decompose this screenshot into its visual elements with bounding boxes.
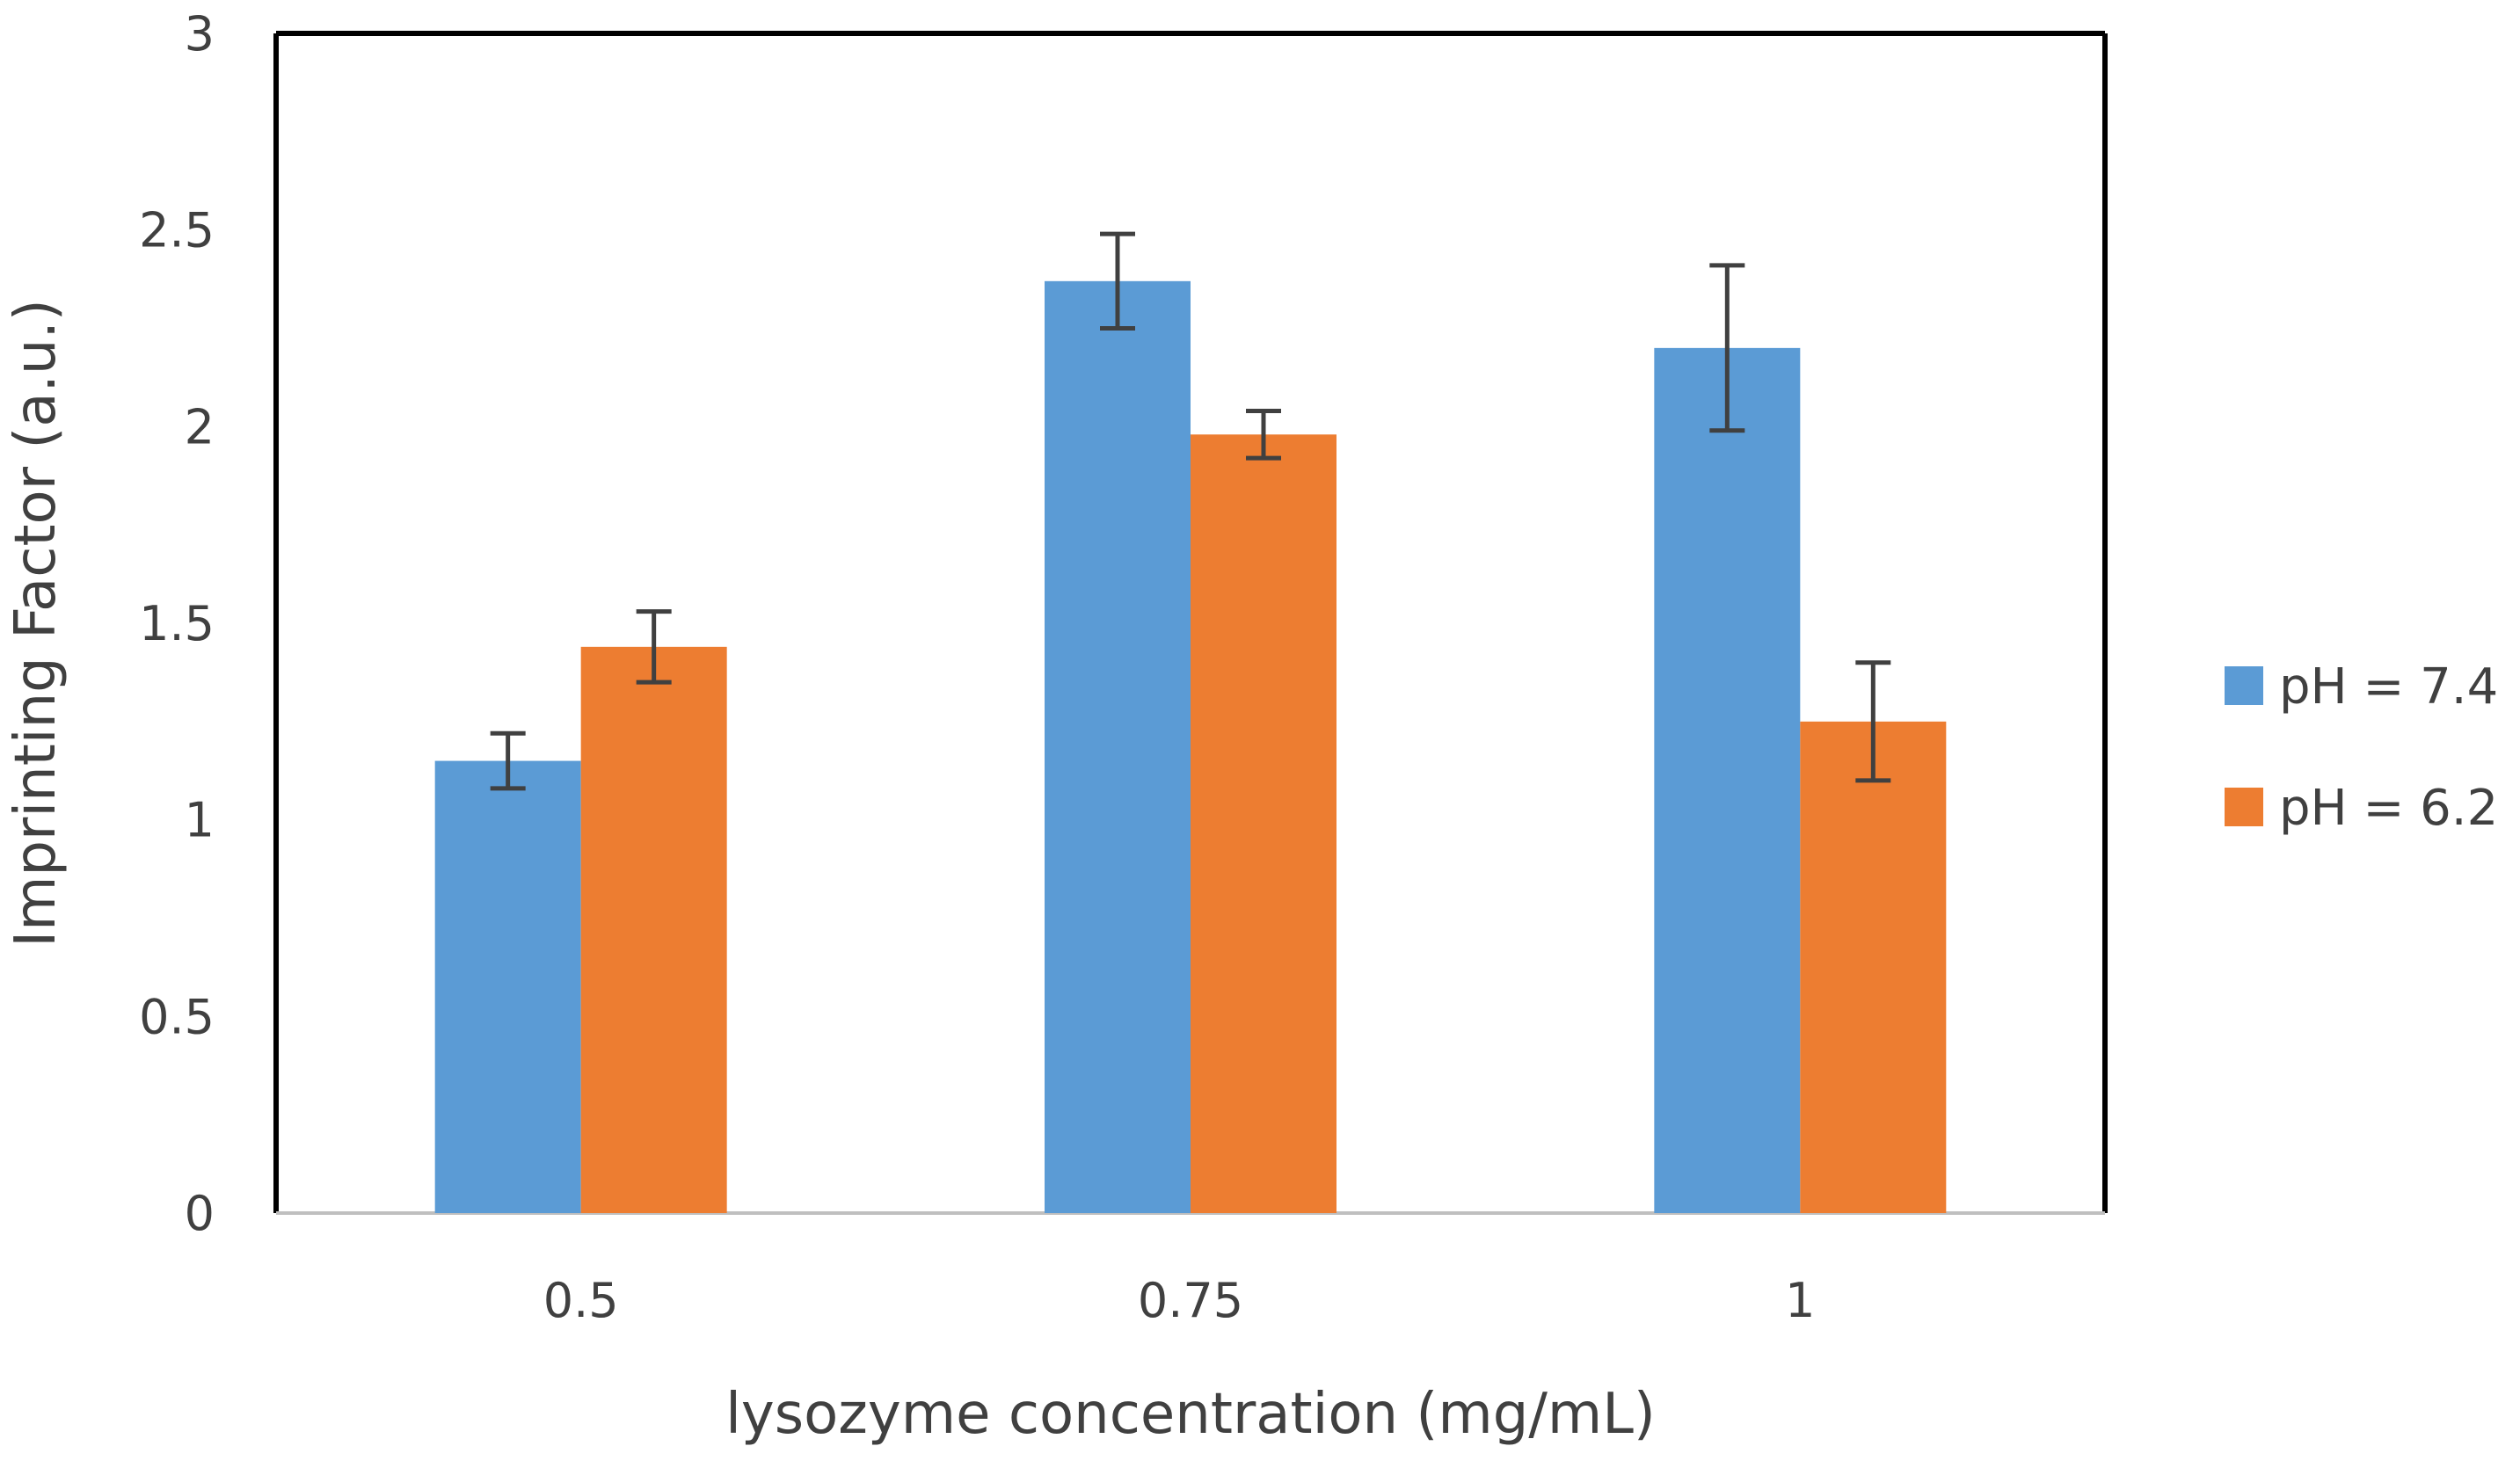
x-axis-title: lysozyme concentration (mg/mL) — [725, 1382, 1656, 1447]
y-tick-label: 1.5 — [139, 596, 215, 651]
bar-ph62-1 — [1800, 721, 1947, 1213]
legend-label: pH = 7.4 — [2279, 658, 2498, 716]
bar-ph62-0.5 — [580, 646, 727, 1213]
y-tick-label: 0.5 — [139, 989, 215, 1044]
x-tick-label: 0.5 — [543, 1273, 619, 1328]
error-bar-ph62-0.5 — [636, 609, 672, 685]
y-tick-label: 1 — [185, 793, 215, 848]
bar-ph74-0.5 — [434, 760, 581, 1213]
y-tick-label: 3 — [185, 6, 215, 62]
legend-item-ph62: pH = 6.2 — [2225, 780, 2498, 837]
x-tick-label: 1 — [1785, 1273, 1815, 1328]
error-bar-ph74-0.75 — [1100, 231, 1135, 331]
y-axis-title: Imprinting Factor (a.u.) — [4, 299, 69, 948]
legend-label: pH = 6.2 — [2279, 780, 2498, 837]
bar-ph62-0.75 — [1191, 434, 1336, 1213]
error-bar-ph62-1 — [1855, 660, 1891, 783]
error-bar-ph74-1 — [1709, 263, 1745, 433]
legend-swatch — [2225, 788, 2263, 826]
error-bar-ph62-0.75 — [1246, 408, 1281, 461]
bar-ph74-0.75 — [1045, 280, 1191, 1213]
legend-item-ph74: pH = 7.4 — [2225, 658, 2498, 716]
x-tick-label: 0.75 — [1138, 1273, 1243, 1328]
y-tick-label: 2 — [185, 399, 215, 454]
y-tick-label: 0 — [185, 1186, 215, 1241]
bar-ph74-1 — [1654, 347, 1801, 1213]
error-bar-ph74-0.5 — [490, 730, 526, 791]
y-tick-label: 2.5 — [139, 203, 215, 258]
legend-swatch — [2225, 666, 2263, 705]
